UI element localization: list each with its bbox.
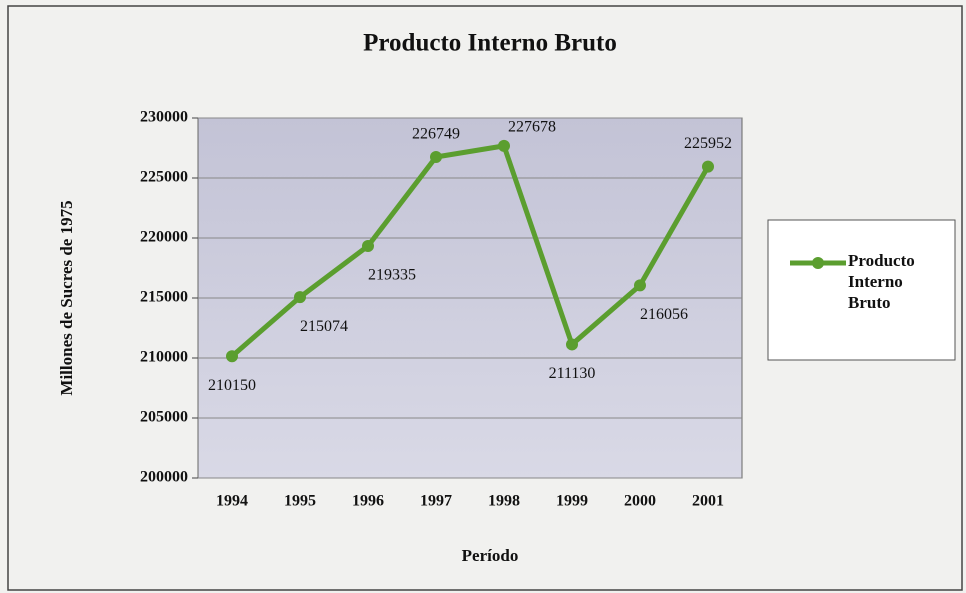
data-label: 227678 xyxy=(508,119,556,136)
y-tick-label: 220000 xyxy=(140,229,188,246)
data-label: 225952 xyxy=(684,135,732,152)
series-line xyxy=(230,143,711,359)
y-tick-label: 215000 xyxy=(140,289,188,306)
y-tick-label: 200000 xyxy=(140,469,188,486)
point xyxy=(702,160,714,173)
x-tick-label: 1997 xyxy=(420,493,452,510)
point xyxy=(226,350,238,363)
x-tick-label: 1998 xyxy=(488,493,520,510)
legend xyxy=(767,219,956,361)
x-tick-label: 1996 xyxy=(352,493,384,510)
data-label: 210150 xyxy=(208,377,256,394)
data-label: 219335 xyxy=(368,267,416,284)
data-label: 211130 xyxy=(549,365,596,382)
point xyxy=(430,151,442,164)
data-label: 216056 xyxy=(640,306,688,323)
x-tick-label: 2001 xyxy=(692,493,724,510)
x-tick-label: 1994 xyxy=(216,493,248,510)
y-axis-label: Millones de Sucres de 1975 xyxy=(57,200,76,395)
point xyxy=(294,291,306,304)
point xyxy=(498,139,510,152)
chart-border xyxy=(7,5,963,591)
data-label: 215074 xyxy=(300,318,348,335)
y-tick-label: 210000 xyxy=(140,349,188,366)
data-label: 226749 xyxy=(412,126,460,143)
y-tick-label: 205000 xyxy=(140,409,188,426)
legend-swatch-point xyxy=(812,257,824,269)
legend-label: Producto Interno Bruto xyxy=(848,251,915,312)
point xyxy=(566,338,578,351)
x-tick-label: 2000 xyxy=(624,493,656,510)
y-tick-label: 225000 xyxy=(140,169,188,186)
y-tick-label: 230000 xyxy=(140,109,188,126)
point xyxy=(362,239,374,252)
x-tick-label: 1995 xyxy=(284,493,316,510)
x-axis-label: Período xyxy=(462,546,519,565)
x-tick-label: 1999 xyxy=(556,493,588,510)
point xyxy=(634,279,646,292)
chart-title: Producto Interno Bruto xyxy=(363,30,617,57)
